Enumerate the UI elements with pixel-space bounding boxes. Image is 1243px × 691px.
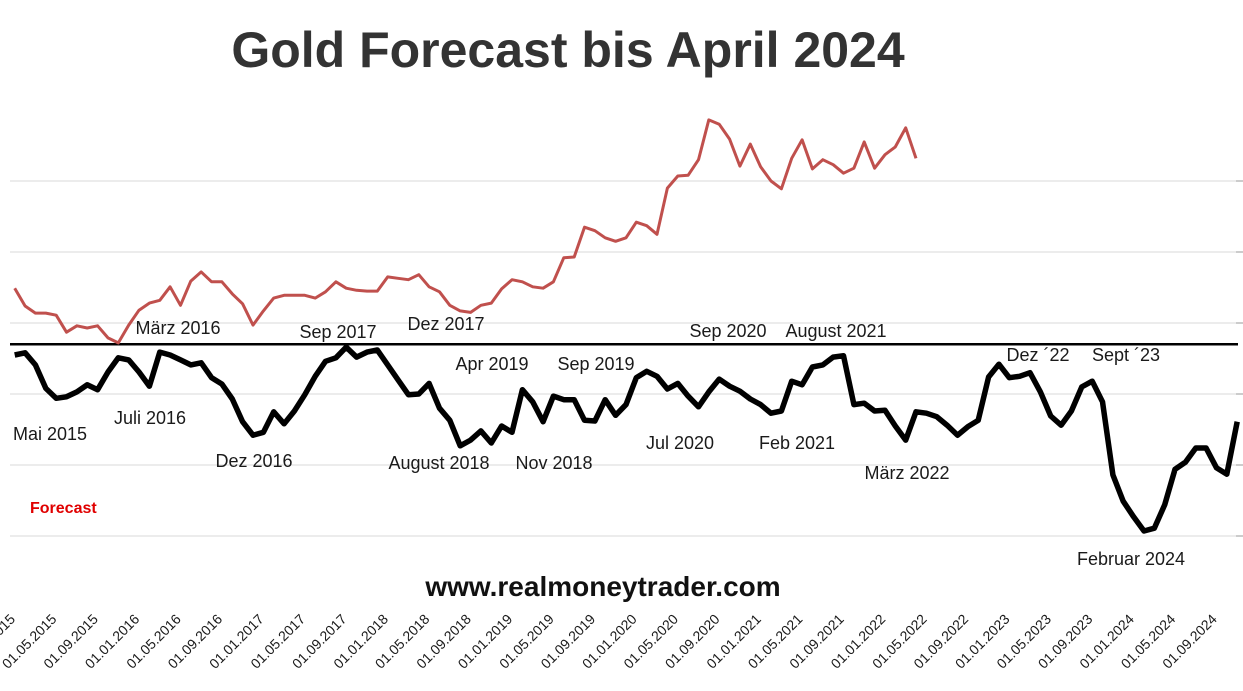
annotation: Feb 2021 — [759, 433, 835, 453]
annotation: Nov 2018 — [515, 453, 592, 473]
annotation: Jul 2020 — [646, 433, 714, 453]
annotation: Dez 2016 — [215, 451, 292, 471]
annotation: Juli 2016 — [114, 408, 186, 428]
annotation: Dez ´22 — [1006, 345, 1069, 365]
annotation: August 2018 — [388, 453, 489, 473]
annotation: Sept ´23 — [1092, 345, 1160, 365]
annotation: Sep 2019 — [557, 354, 634, 374]
series-line — [13, 118, 918, 345]
annotation: März 2016 — [135, 318, 220, 338]
annotation: Sep 2020 — [689, 321, 766, 341]
chart-title: Gold Forecast bis April 2024 — [231, 22, 905, 78]
watermark: www.realmoneytrader.com — [424, 571, 780, 602]
annotation: März 2022 — [864, 463, 949, 483]
annotation: August 2021 — [785, 321, 886, 341]
series-line — [14, 344, 1240, 534]
annotation: Apr 2019 — [455, 354, 528, 374]
annotation: Februar 2024 — [1077, 549, 1185, 569]
annotation: Sep 2017 — [299, 322, 376, 342]
annotation: Mai 2015 — [13, 424, 87, 444]
forecast-note: Forecast — [30, 500, 97, 517]
annotation: Dez 2017 — [407, 314, 484, 334]
